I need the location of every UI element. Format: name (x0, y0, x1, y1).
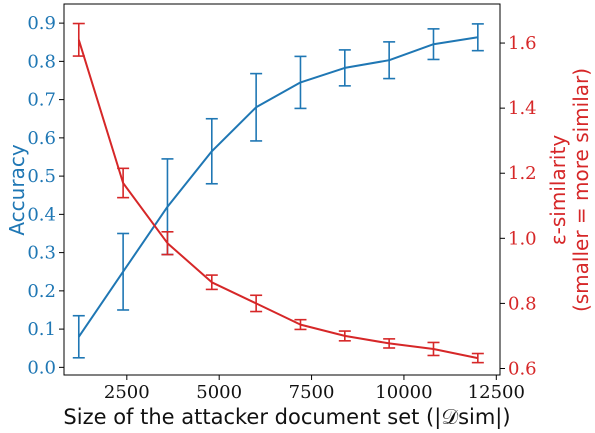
right-tick-label-3: 1.2 (508, 163, 537, 184)
left-tick-label-8: 0.8 (27, 51, 56, 72)
left-tick-label-5: 0.5 (27, 166, 56, 187)
series-right-line (77, 39, 479, 360)
right-tick-label-0: 0.6 (508, 358, 537, 379)
series-right (72, 22, 484, 364)
x-tick-label-3: 10000 (375, 382, 432, 403)
left-axis-label: Accuracy (5, 144, 29, 235)
x-tick-label-4: 12500 (468, 382, 525, 403)
plot-area (63, 3, 501, 376)
right-tick-label-5: 1.6 (508, 33, 537, 54)
left-tick-label-6: 0.6 (27, 128, 56, 149)
left-tick-label-0: 0.0 (27, 357, 56, 378)
right-axis-label-line2: (smaller = more similar) (569, 68, 593, 312)
left-tick-label-2: 0.2 (27, 281, 56, 302)
left-tick-label-9: 0.9 (27, 13, 56, 34)
left-tick-label-3: 0.3 (27, 243, 56, 264)
left-tick-label-7: 0.7 (27, 90, 56, 111)
right-tick-label-2: 1.0 (508, 228, 537, 249)
left-tick-label-1: 0.1 (27, 319, 56, 340)
x-tick-label-0: 2500 (104, 382, 150, 403)
left-tick-label-4: 0.4 (27, 204, 56, 225)
series-layer (72, 22, 484, 364)
series-left (72, 23, 484, 359)
series-left-line (77, 36, 478, 338)
x-axis-label: Size of the attacker document set (|𝒟sim… (63, 405, 510, 430)
x-tick-label-1: 5000 (196, 382, 242, 403)
x-tick-label-2: 7500 (289, 382, 335, 403)
right-axis-label-line1: ε-similarity (546, 135, 570, 245)
right-tick-label-1: 0.8 (508, 293, 537, 314)
right-tick-label-4: 1.4 (508, 98, 537, 119)
axes-layer: 2500 5000 7500 10000 12500 0.0 0.1 0.2 0.3 0.4 0.5… (27, 13, 536, 403)
